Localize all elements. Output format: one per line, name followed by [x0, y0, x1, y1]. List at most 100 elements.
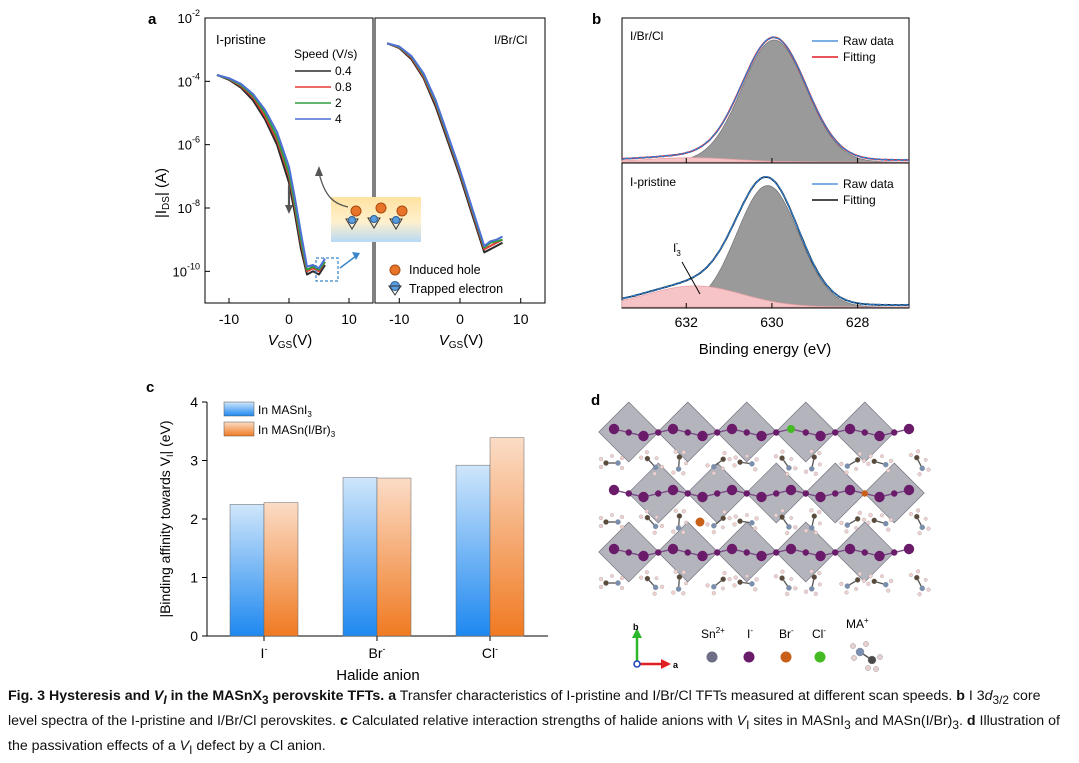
ma-atom [727, 457, 732, 462]
ma-atom [914, 454, 920, 461]
ma-atom [888, 458, 894, 464]
electron-particle [392, 216, 400, 224]
ma-atom [844, 470, 849, 475]
ma-atom [817, 582, 822, 587]
ma-atom [676, 513, 683, 519]
iodide-atom [714, 429, 721, 436]
ma-atom [615, 519, 621, 525]
ma-atom [917, 592, 922, 597]
iodide-atom [608, 543, 620, 555]
ma-atom [883, 581, 889, 588]
ma-atom [732, 463, 737, 468]
iodide-atom [802, 549, 809, 556]
legend-swatch-masni3 [223, 401, 255, 417]
legend-raw-bottom: Raw data [843, 177, 894, 191]
ma-atom [789, 516, 794, 520]
ma-atom [673, 569, 678, 574]
plot-title-b-bottom: I-pristine [630, 175, 676, 189]
panel-b: 632 630 628 I/Br/Cl I-pristine Raw data Fi… [621, 17, 910, 358]
ma-atom [753, 467, 758, 472]
ma-molecule [803, 569, 822, 596]
ma-atom [652, 464, 659, 471]
ma-atom [754, 577, 759, 582]
iodide-atom [726, 484, 738, 496]
ma-molecule [773, 449, 798, 477]
bar-masnibr3 [376, 477, 412, 637]
ma-molecule [639, 450, 665, 476]
iodide-atom [874, 430, 885, 442]
iodide-atom [667, 543, 679, 555]
legend-title-speed: Speed (V/s) [294, 47, 357, 61]
ma-atom [753, 587, 758, 592]
x-axis-label-b: Binding energy (eV) [699, 341, 832, 358]
plot-title-a-right: I/Br/Cl [494, 33, 527, 47]
ma-atom [917, 531, 922, 536]
ma-atom [721, 466, 725, 471]
ma-atom [880, 454, 884, 459]
ma-atom [919, 465, 925, 472]
ma-atom [732, 583, 737, 588]
ma-atom [681, 570, 686, 575]
ma-atom [813, 471, 818, 476]
iodide-atom [815, 550, 826, 562]
ma-atom [619, 465, 625, 471]
ma-atom [773, 513, 778, 518]
iodide-atom [667, 484, 679, 496]
plot-frame-a-right [374, 17, 546, 304]
ma-atom [854, 516, 861, 522]
ma-icon-atom [855, 647, 865, 657]
induced-hole-icon [389, 264, 401, 276]
iodide-atom [756, 550, 767, 562]
ma-atom [871, 458, 877, 465]
iodide-atom [773, 429, 780, 436]
ma-atom [598, 464, 604, 470]
ma-atom [817, 521, 822, 526]
axis-a-label: a [673, 660, 679, 670]
ma-atom [711, 471, 716, 476]
ma-atom [880, 513, 884, 518]
i3-peak-area [621, 285, 909, 308]
ma-atom [854, 587, 858, 591]
ma-atom [809, 586, 815, 592]
ma-atom [722, 509, 727, 515]
legend-fit-bottom: Fitting [843, 193, 876, 207]
y-tick-label-a: 10-4 [178, 71, 200, 89]
ma-atom [793, 586, 798, 591]
ma-atom [659, 464, 665, 469]
y-tick-label-c: 0 [190, 628, 198, 644]
ma-molecule [773, 569, 798, 597]
figure-canvas: a b c d -10 0 10 -10 0 1010-210-410-610-810-1… [146, 8, 931, 684]
ma-atom [639, 455, 644, 460]
ma-atom [675, 586, 682, 592]
ma-atom [598, 456, 604, 462]
ma-molecule [839, 510, 867, 534]
ma-molecule [705, 509, 732, 535]
series-line-0.4 [386, 42, 503, 254]
ma-atom [610, 513, 614, 517]
iodide-atom [697, 491, 708, 503]
iodide-atom [756, 491, 767, 503]
x-tick-label-a: 0 [456, 311, 464, 327]
legend-carriers: Induced hole Trapped electron [388, 263, 503, 296]
x-tick-label-a: -10 [219, 311, 239, 327]
caption-label-c: c [339, 712, 348, 729]
iodide-atom [726, 423, 738, 435]
ma-atom [615, 460, 621, 466]
y-tick-label-c: 3 [190, 453, 198, 469]
ma-atom [671, 470, 676, 475]
iodide-atom [891, 429, 898, 436]
bar-masni3 [342, 477, 378, 637]
iodide-atom [861, 549, 868, 556]
iodide-atom [625, 549, 632, 556]
ma-atom [615, 580, 621, 586]
ma-atom [727, 577, 732, 582]
ma-atom [919, 524, 925, 531]
ma-atom [817, 462, 822, 467]
ma-icon-atom [865, 665, 871, 671]
iodide-atom [874, 550, 885, 562]
bromide-atom [861, 490, 868, 497]
ma-atom [809, 569, 814, 574]
ma-atom [720, 515, 726, 521]
x-tick-label-a: 0 [285, 311, 293, 327]
